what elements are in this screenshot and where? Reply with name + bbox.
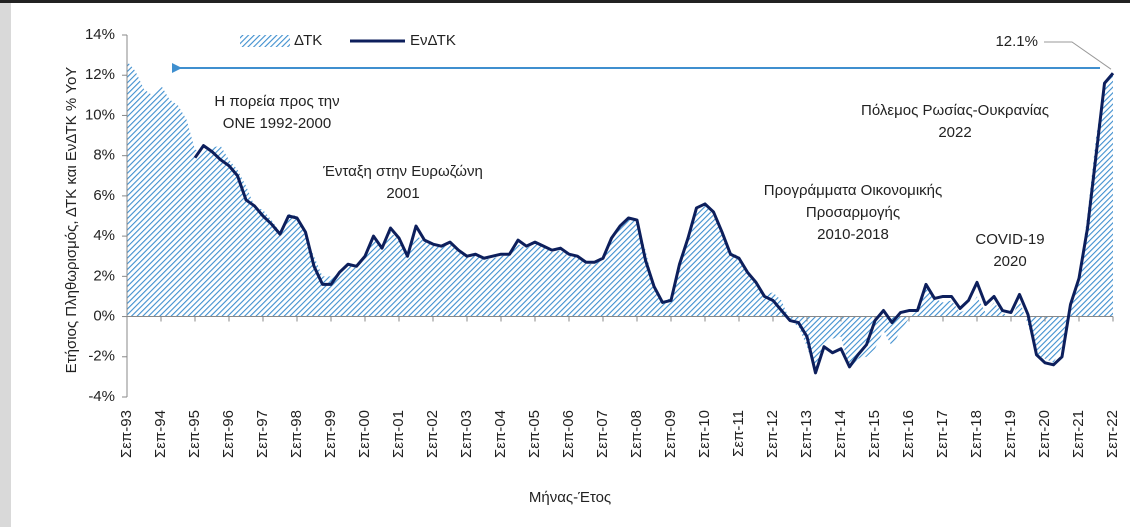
- y-tick-label: 12%: [85, 66, 115, 83]
- x-tick-label: Σεπ-20: [1036, 410, 1053, 458]
- x-tick-label: Σεπ-01: [390, 410, 407, 458]
- x-tick-label: Σεπ-94: [152, 410, 169, 458]
- legend-label: ΕνΔΤΚ: [410, 32, 456, 49]
- x-tick-label: Σεπ-95: [186, 410, 203, 458]
- x-tick-label: Σεπ-10: [696, 410, 713, 458]
- annotation: 2010-2018: [817, 226, 889, 243]
- x-tick-label: Σεπ-11: [730, 410, 747, 457]
- x-tick-label: Σεπ-07: [594, 410, 611, 458]
- x-tick-label: Σεπ-99: [322, 410, 339, 458]
- x-tick-label: Σεπ-12: [764, 410, 781, 458]
- x-tick-label: Σεπ-19: [1002, 410, 1019, 458]
- annotation: 2020: [993, 253, 1026, 270]
- annotation: Η πορεία προς την: [214, 93, 339, 110]
- x-tick-label: Σεπ-02: [424, 410, 441, 458]
- y-tick-label: 0%: [93, 308, 115, 325]
- y-tick-label: 2%: [93, 267, 115, 284]
- x-tick-label: Σεπ-15: [866, 410, 883, 458]
- x-tick-label: Σεπ-17: [934, 410, 951, 458]
- x-tick-label: Σεπ-04: [492, 410, 509, 458]
- legend-label: ΔΤΚ: [294, 32, 322, 49]
- y-tick-label: -4%: [88, 388, 115, 405]
- x-tick-label: Σεπ-22: [1104, 410, 1121, 458]
- x-tick-label: Σεπ-18: [968, 410, 985, 458]
- line: [193, 72, 1115, 375]
- y-tick-label: 8%: [93, 147, 115, 164]
- x-tick-label: Σεπ-21: [1070, 410, 1087, 458]
- y-axis-title: Ετήσιος Πληθωρισμός, ΔΤΚ και ΕνΔΤΚ % YoY: [63, 67, 80, 374]
- x-tick-label: Σεπ-14: [832, 410, 849, 458]
- x-tick-label: Σεπ-13: [798, 410, 815, 458]
- x-tick-label: Σεπ-97: [254, 410, 271, 458]
- annotation: Πόλεμος Ρωσίας-Ουκρανίας: [861, 102, 1049, 119]
- annotation: 12.1%: [995, 33, 1038, 50]
- leader-line: [1044, 41, 1112, 70]
- x-tick-label: Σεπ-96: [220, 410, 237, 458]
- annotation: Ένταξη στην Ευρωζώνη: [322, 163, 483, 180]
- x-axis-title: Μήνας-Έτος: [529, 489, 611, 506]
- area: [127, 61, 1113, 373]
- x-tick-label: Σεπ-05: [526, 410, 543, 458]
- x-tick-label: Σεπ-06: [560, 410, 577, 458]
- left-band: [0, 3, 11, 527]
- annotation: 2022: [938, 124, 971, 141]
- y-tick-label: -2%: [88, 348, 115, 365]
- x-tick-label: Σεπ-08: [628, 410, 645, 458]
- x-tick-label: Σεπ-03: [458, 410, 475, 458]
- y-tick-label: 10%: [85, 106, 115, 123]
- annotation: ΟΝΕ 1992-2000: [223, 115, 331, 132]
- y-tick-label: 4%: [93, 227, 115, 244]
- annotation: 2001: [386, 185, 419, 202]
- top-border: [0, 0, 1130, 3]
- x-tick-label: Σεπ-93: [118, 410, 135, 458]
- annotation: Προσαρμογής: [806, 204, 900, 221]
- annotation: Προγράμματα Οικονομικής: [764, 182, 942, 199]
- x-tick-label: Σεπ-09: [662, 410, 679, 458]
- x-tick-label: Σεπ-16: [900, 410, 917, 458]
- y-tick-label: 14%: [85, 26, 115, 43]
- x-tick-label: Σεπ-00: [356, 410, 373, 458]
- y-tick-label: 6%: [93, 187, 115, 204]
- annotation: COVID-19: [975, 231, 1044, 248]
- legend-swatch: [240, 35, 290, 47]
- x-tick-label: Σεπ-98: [288, 410, 305, 458]
